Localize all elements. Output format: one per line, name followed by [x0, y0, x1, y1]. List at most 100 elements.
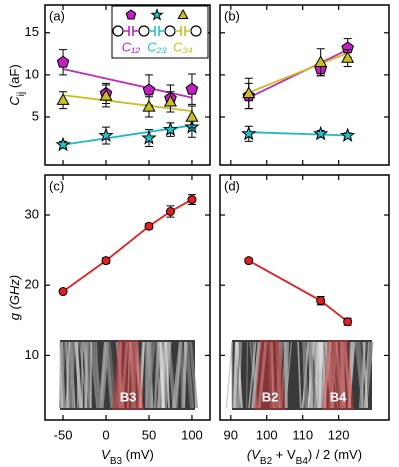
inset-texture — [252, 341, 257, 409]
x-axis-label-part: ) / 2 (mV) — [308, 447, 362, 462]
inset-texture — [268, 341, 273, 409]
inset-texture — [171, 341, 183, 409]
inset-texture — [189, 341, 199, 409]
inset-texture — [280, 341, 287, 409]
point — [162, 121, 179, 137]
inset-texture — [120, 341, 129, 409]
x-tick-label: 120 — [328, 427, 350, 442]
point — [187, 195, 197, 205]
panel-label: (d) — [224, 178, 240, 193]
inset-texture — [90, 341, 100, 409]
legend-dot — [164, 25, 176, 37]
point — [56, 93, 70, 105]
inset-texture — [165, 341, 170, 409]
y-axis-label-part: (aF) — [7, 64, 22, 91]
inset-label: B2 — [262, 389, 279, 404]
fit-line — [248, 52, 348, 94]
x-axis-label-part: (mV) — [122, 447, 154, 462]
point — [142, 99, 156, 112]
inset-texture — [60, 341, 66, 409]
inset-texture — [65, 341, 70, 409]
point — [244, 256, 254, 266]
legend-capacitor — [123, 26, 139, 36]
inset-texture — [308, 341, 318, 409]
y-tick-label: 5 — [32, 108, 39, 123]
panel-label: (c) — [49, 178, 64, 193]
inset-texture — [312, 341, 321, 409]
inset-texture — [328, 341, 337, 409]
y-tick-label: 20 — [25, 277, 39, 292]
legend-marker — [150, 8, 164, 21]
fit-line — [248, 131, 348, 137]
gate-highlight — [254, 340, 286, 410]
point — [56, 55, 70, 68]
x-tick-label: 0 — [102, 427, 109, 442]
inset-label: B3 — [120, 389, 137, 404]
plot-frame — [44, 4, 211, 166]
inset-texture — [361, 341, 366, 409]
inset-label: B4 — [330, 389, 347, 404]
plot-frame — [44, 174, 211, 421]
point — [312, 125, 329, 141]
legend-capacitor — [175, 26, 191, 36]
y-tick-label: 10 — [25, 66, 39, 81]
inset-texture — [339, 341, 345, 409]
x-axis-label: VB3 (mV) — [101, 447, 154, 467]
point — [341, 51, 355, 63]
gate-highlight — [322, 340, 354, 410]
y-axis-label-part: C — [7, 96, 22, 106]
inset-texture — [233, 341, 238, 409]
legend-dot — [112, 25, 124, 37]
inset-texture — [130, 341, 136, 409]
plot-frame — [219, 4, 390, 166]
inset-texture — [257, 341, 268, 409]
x-tick-label: 110 — [292, 427, 313, 442]
inset-texture — [235, 341, 242, 409]
inset-texture — [248, 341, 257, 409]
x-tick-label: 100 — [256, 427, 278, 442]
inset-texture — [283, 341, 288, 409]
point — [163, 94, 178, 107]
inset-texture — [297, 341, 302, 409]
point — [99, 88, 113, 101]
inset-texture — [322, 341, 332, 409]
legend-dot — [190, 25, 202, 37]
inset-texture — [330, 341, 339, 409]
x-axis-label-part: (V — [247, 447, 261, 462]
point — [185, 109, 199, 122]
fit-line — [62, 68, 193, 99]
inset-texture — [132, 341, 138, 409]
point — [185, 82, 199, 95]
inset-texture — [363, 341, 370, 409]
point — [98, 127, 114, 143]
y-axis-label-part: ij — [16, 92, 27, 96]
point — [165, 207, 175, 217]
x-axis-label-part: V — [101, 447, 111, 462]
inset-texture — [157, 341, 166, 409]
gate-highlight — [112, 340, 144, 410]
point — [339, 127, 356, 143]
inset-texture — [156, 341, 161, 409]
data-line — [248, 259, 349, 323]
inset-texture — [104, 341, 114, 409]
inset-texture — [139, 341, 146, 409]
inset-texture — [87, 341, 92, 409]
y-axis-label: Cij (aF) — [7, 64, 27, 105]
inset-texture — [251, 341, 262, 409]
y-axis-label: g (GHz) — [7, 275, 22, 321]
legend-label: C₁₂ — [122, 39, 140, 54]
inset-texture — [235, 341, 243, 409]
legend-label: C₂₃ — [147, 39, 167, 54]
inset-texture — [302, 341, 309, 409]
inset-texture — [180, 341, 184, 409]
inset-texture — [92, 341, 103, 409]
inset-texture — [225, 341, 234, 409]
inset-texture — [246, 341, 249, 409]
inset-texture — [181, 341, 188, 409]
inset-texture — [276, 341, 283, 409]
legend-marker — [125, 9, 137, 20]
legend-capacitor — [149, 26, 165, 36]
x-axis-label-part: B4 — [296, 456, 309, 467]
point — [343, 317, 353, 327]
